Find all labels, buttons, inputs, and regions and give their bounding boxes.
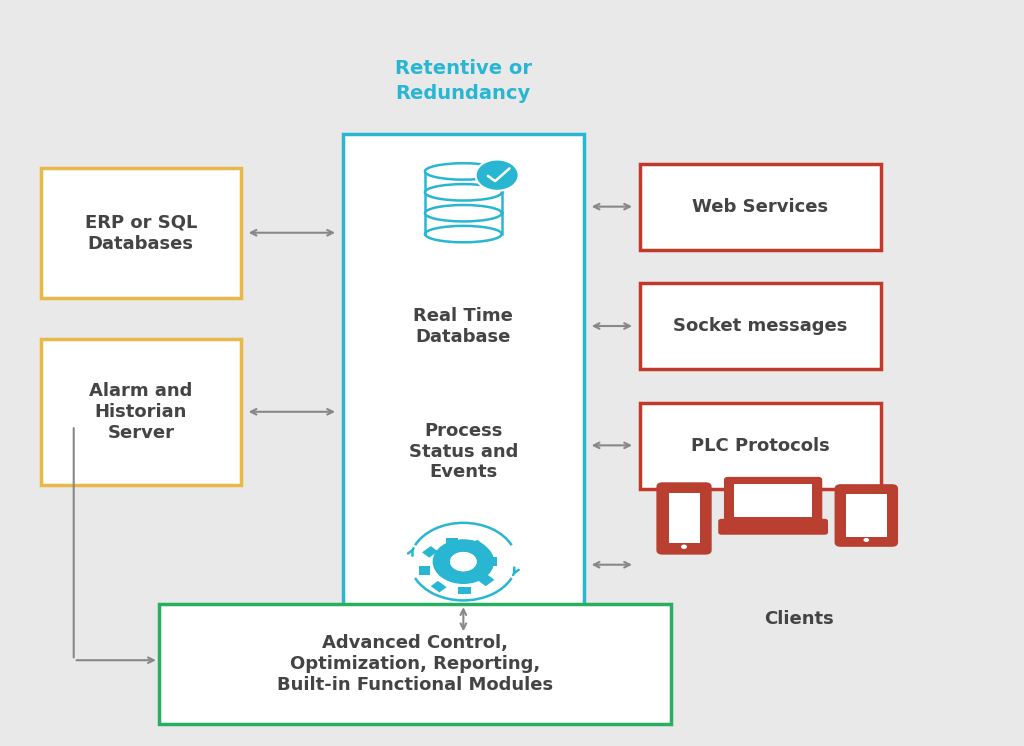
Text: Web Services: Web Services xyxy=(692,198,828,216)
Circle shape xyxy=(863,538,869,542)
Ellipse shape xyxy=(425,163,502,180)
Bar xyxy=(41,168,241,298)
Text: Clients: Clients xyxy=(764,610,834,628)
Bar xyxy=(159,604,671,724)
Circle shape xyxy=(681,545,687,549)
Text: PLC Protocols: PLC Protocols xyxy=(691,436,829,455)
Circle shape xyxy=(432,539,495,584)
Ellipse shape xyxy=(425,205,502,222)
Text: Alarm and
Historian
Server: Alarm and Historian Server xyxy=(89,383,193,442)
Circle shape xyxy=(451,552,477,571)
Bar xyxy=(41,339,241,485)
Bar xyxy=(640,164,881,250)
FancyBboxPatch shape xyxy=(724,477,822,524)
Bar xyxy=(446,538,459,545)
FancyBboxPatch shape xyxy=(718,519,828,535)
Text: Socket messages: Socket messages xyxy=(673,317,848,336)
Bar xyxy=(487,557,498,566)
Circle shape xyxy=(451,552,477,571)
Ellipse shape xyxy=(425,184,502,201)
Bar xyxy=(640,283,881,369)
Bar xyxy=(846,494,887,537)
Bar xyxy=(419,566,429,575)
FancyBboxPatch shape xyxy=(835,484,898,547)
Bar xyxy=(640,403,881,489)
Bar xyxy=(470,539,485,551)
Bar xyxy=(734,484,812,517)
Text: Advanced Control,
Optimization, Reporting,
Built-in Functional Modules: Advanced Control, Optimization, Reportin… xyxy=(276,634,553,694)
Bar xyxy=(343,134,584,634)
Text: Process
Status and
Events: Process Status and Events xyxy=(409,422,518,481)
Bar xyxy=(431,581,446,592)
Bar xyxy=(669,493,699,542)
Text: Real Time
Database: Real Time Database xyxy=(414,307,513,346)
Circle shape xyxy=(475,160,519,191)
Bar xyxy=(478,574,495,586)
Bar xyxy=(459,587,471,595)
Text: Retentive or
Redundancy: Retentive or Redundancy xyxy=(395,59,531,103)
Text: ERP or SQL
Databases: ERP or SQL Databases xyxy=(85,213,197,253)
Bar xyxy=(422,546,438,558)
FancyBboxPatch shape xyxy=(656,482,712,555)
